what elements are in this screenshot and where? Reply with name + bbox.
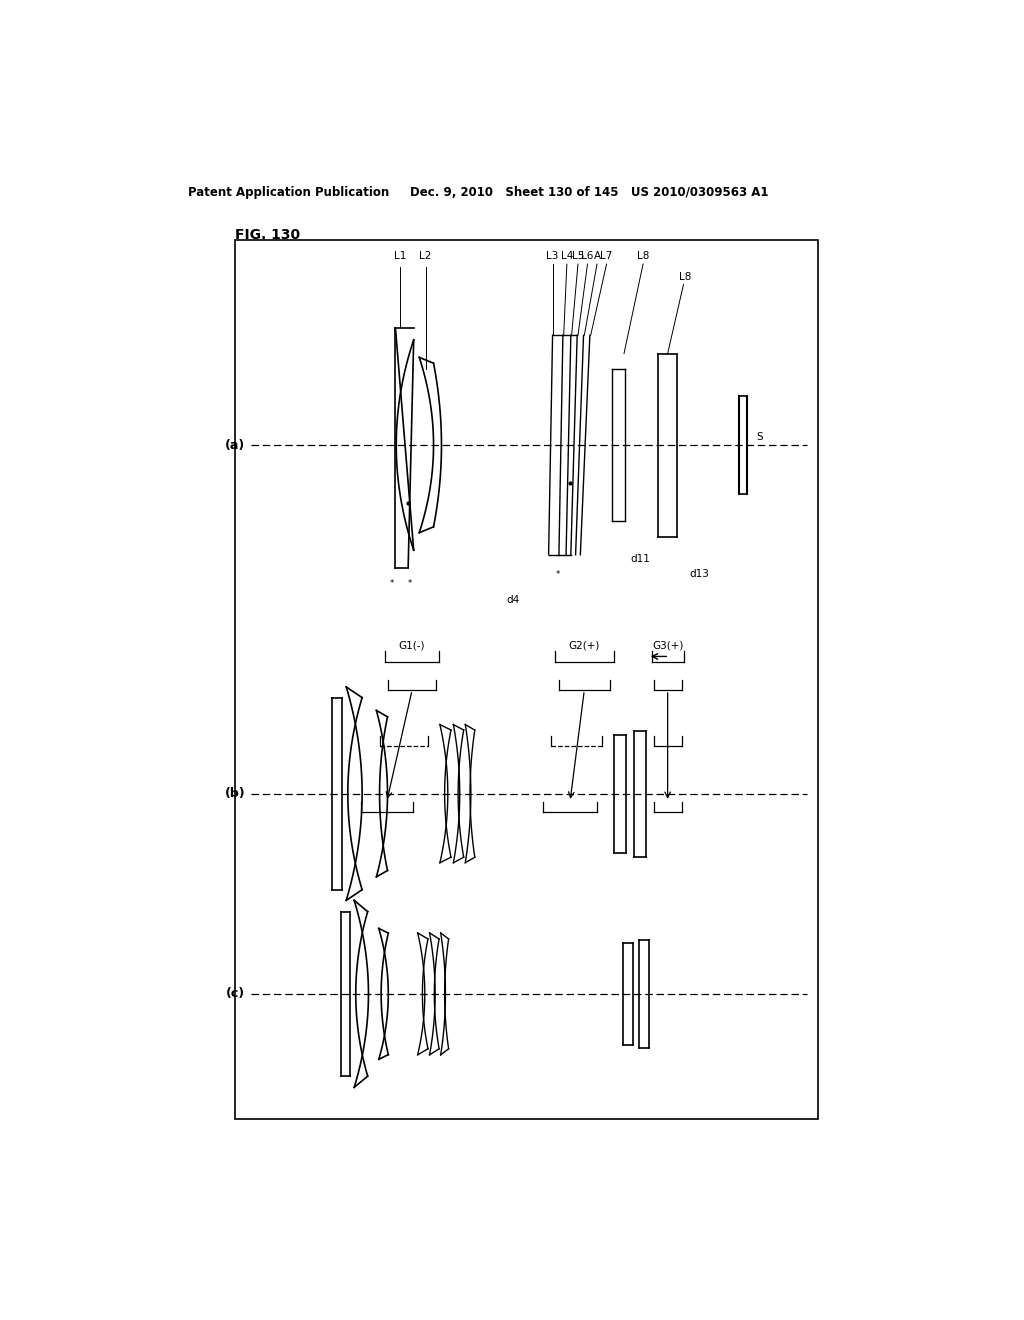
Text: G1(-): G1(-) xyxy=(399,640,425,651)
Text: d13: d13 xyxy=(689,569,710,579)
Text: d11: d11 xyxy=(630,554,650,564)
Text: L4: L4 xyxy=(561,251,573,261)
Text: L2: L2 xyxy=(420,251,432,261)
Bar xyxy=(236,240,818,1119)
Text: (a): (a) xyxy=(225,438,246,451)
Text: L8: L8 xyxy=(637,251,649,261)
Text: *: * xyxy=(408,579,412,587)
Text: *: * xyxy=(390,579,394,587)
Text: Dec. 9, 2010   Sheet 130 of 145   US 2010/0309563 A1: Dec. 9, 2010 Sheet 130 of 145 US 2010/03… xyxy=(410,186,768,199)
Text: (c): (c) xyxy=(226,987,246,1001)
Text: L1: L1 xyxy=(394,251,407,261)
Text: L8: L8 xyxy=(679,272,691,282)
Text: *: * xyxy=(556,570,560,579)
Text: G2(+): G2(+) xyxy=(568,640,600,651)
Text: L5: L5 xyxy=(571,251,584,261)
Text: FIG. 130: FIG. 130 xyxy=(236,227,300,242)
Text: d4: d4 xyxy=(506,594,519,605)
Text: (b): (b) xyxy=(225,787,246,800)
Text: G3(+): G3(+) xyxy=(652,640,683,651)
Text: A: A xyxy=(594,251,601,261)
Text: L6: L6 xyxy=(582,251,594,261)
Text: L7: L7 xyxy=(600,251,612,261)
Text: S: S xyxy=(757,432,763,442)
Text: L3: L3 xyxy=(547,251,559,261)
Text: Patent Application Publication: Patent Application Publication xyxy=(187,186,389,199)
